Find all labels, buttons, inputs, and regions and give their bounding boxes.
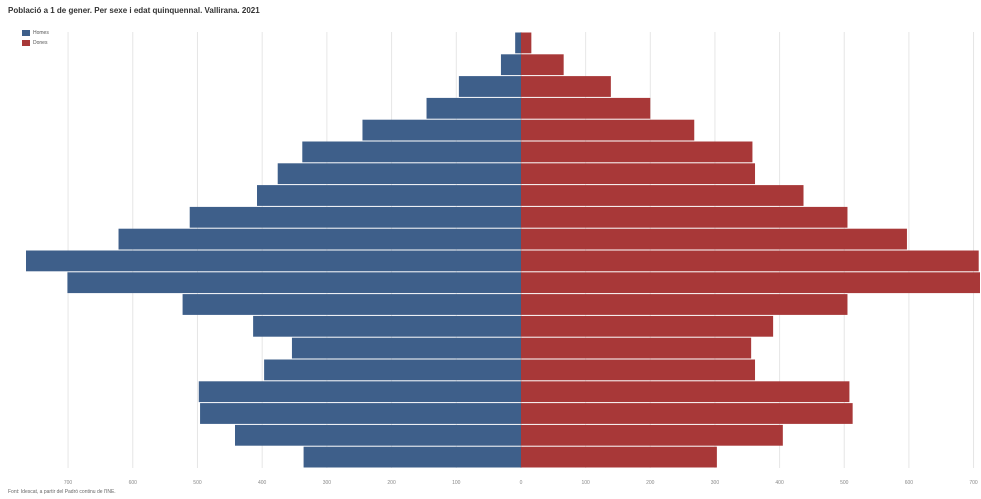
x-tick-label-1: 600 [129,480,138,486]
bar-homes-35-39 [182,294,521,315]
bar-dones-75-79 [521,119,695,141]
bar-dones-70-74 [521,141,753,163]
x-tick-label-12: 500 [840,480,849,486]
bar-dones-20-24 [521,359,756,381]
x-tick-label-0: 700 [64,480,73,486]
legend-label-homes: Homes [33,29,49,36]
bar-homes-15-19 [198,381,521,403]
bar-homes-40-44 [67,272,521,294]
x-tick-label-9: 200 [646,480,655,486]
bar-dones-10-14 [521,403,853,424]
legend-item-homes: Homes [22,28,49,37]
bar-homes-5-9 [235,424,521,446]
bar-dones-85-89 [521,76,611,97]
bar-dones-60-64 [521,185,804,206]
bar-dones-55-59 [521,206,848,228]
bar-homes-85-89 [458,76,521,97]
bar-homes-90-94 [500,54,521,76]
bar-dones-65-69 [521,163,756,185]
bar-homes-10-14 [200,403,521,424]
bar-dones-80-84 [521,97,651,119]
x-tick-label-6: 100 [452,480,461,486]
chart-title: Població a 1 de gener. Per sexe i edat q… [8,6,260,15]
bar-homes-30-34 [253,315,521,337]
legend-item-dones: Dones [22,38,49,47]
bar-dones-5-9 [521,424,783,446]
x-tick-label-3: 400 [258,480,267,486]
bar-dones-90-94 [521,54,564,76]
source-note: Font: Idescat, a partir del Padró contin… [8,489,116,495]
bar-dones-0-4 [521,446,717,468]
bar-dones-25-29 [521,337,752,359]
bar-homes-70-74 [302,141,521,163]
bar-homes-65-69 [277,163,521,185]
x-tick-label-10: 300 [711,480,720,486]
bar-homes-55-59 [189,206,522,228]
x-tick-label-7: 0 [520,480,523,486]
x-tick-label-2: 500 [193,480,202,486]
bar-dones-45-49 [521,250,979,272]
bar-dones-50-54 [521,228,907,250]
bar-homes-60-64 [257,185,521,206]
legend-label-dones: Dones [33,39,48,46]
x-tick-label-5: 200 [387,480,396,486]
legend: Homes Dones [22,28,49,48]
bar-dones-15-19 [521,381,850,403]
bar-homes-50-54 [118,228,521,250]
x-tick-label-11: 400 [775,480,784,486]
bar-homes-75-79 [362,119,521,141]
bar-homes-25-29 [291,337,521,359]
bar-homes-0-4 [303,446,521,468]
bar-homes-80-84 [426,97,521,119]
legend-swatch-dones [22,39,30,46]
bar-dones-35-39 [521,294,848,315]
x-tick-label-4: 300 [323,480,332,486]
x-tick-label-8: 100 [581,480,590,486]
bar-dones-40-44 [521,272,980,294]
bar-homes-95+ [515,32,521,54]
bar-dones-30-34 [521,315,774,337]
legend-swatch-homes [22,29,30,36]
bar-homes-20-24 [264,359,521,381]
bar-homes-45-49 [26,250,521,272]
x-tick-label-14: 700 [969,480,978,486]
x-tick-label-13: 600 [905,480,914,486]
bar-dones-95+ [521,32,532,54]
